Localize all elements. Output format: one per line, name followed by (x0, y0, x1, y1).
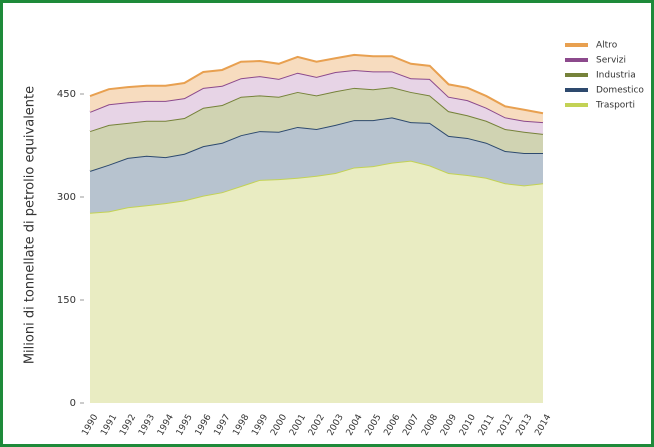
area (90, 160, 543, 403)
legend-label: Trasporti (595, 101, 635, 111)
legend-label: Altro (596, 41, 618, 51)
y-tick-label: 450 (57, 89, 76, 100)
legend-label: Servizi (596, 56, 626, 66)
area (90, 54, 543, 123)
legend-label: Domestico (596, 86, 644, 96)
y-tick-label: 300 (57, 192, 76, 203)
y-axis-label: Milioni di tonnellate di petrolio equiva… (23, 86, 38, 364)
legend-label: Industria (596, 71, 636, 81)
y-tick-label: 150 (57, 295, 76, 306)
area-edge (89, 53, 544, 115)
area (90, 117, 543, 213)
area (90, 69, 543, 134)
y-tick-label: 0 (70, 398, 76, 409)
